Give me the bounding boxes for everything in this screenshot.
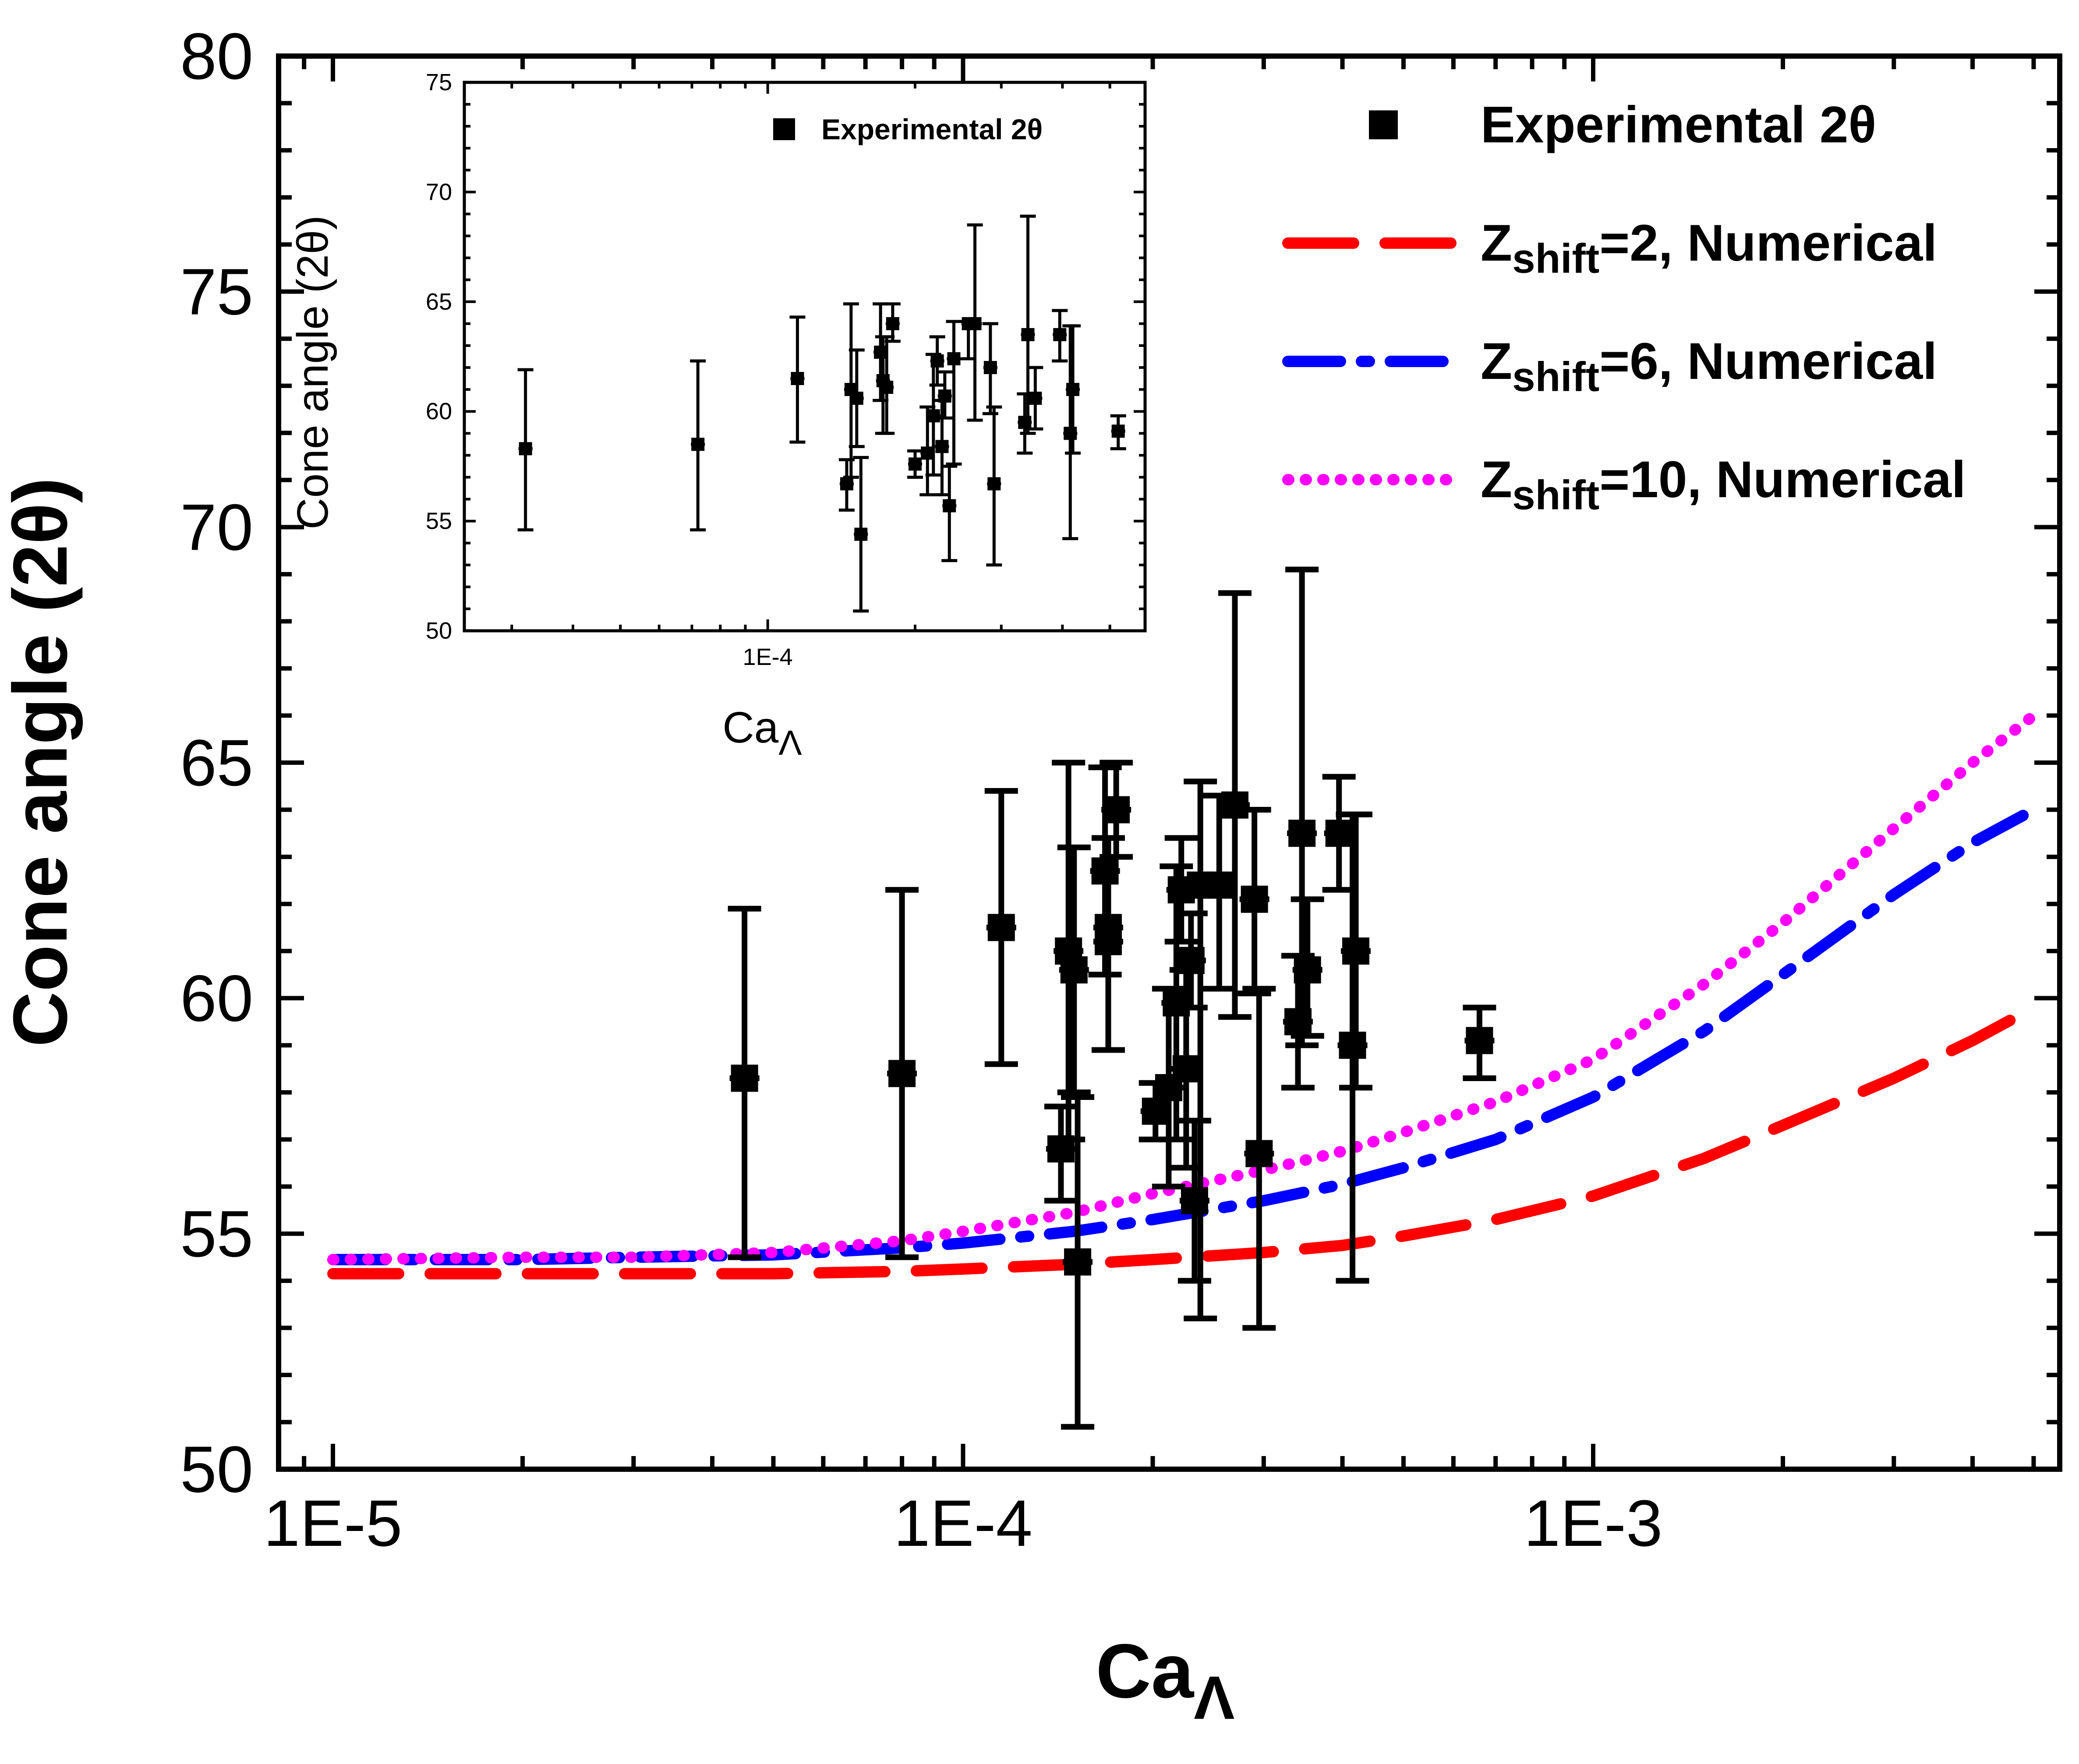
inset-y-tick-label: 65 (426, 289, 452, 315)
inset-data-point (1111, 424, 1125, 438)
main-y-tick-label: 50 (180, 1432, 253, 1506)
main-legend-label: Zshift=10, Numerical (1481, 451, 1966, 518)
main-y-tick-label: 65 (180, 726, 253, 799)
main-data-point (1325, 820, 1353, 847)
inset-data-point (987, 477, 1001, 491)
main-data-point (1142, 1097, 1169, 1125)
main-data-point (1060, 956, 1088, 984)
main-data-point (1288, 820, 1316, 847)
main-data-point (1103, 796, 1130, 824)
inset-data-point (850, 392, 863, 405)
inset-y-tick-label: 75 (426, 69, 452, 95)
main-y-tick-label: 60 (180, 962, 253, 1035)
inset-data-point (791, 372, 804, 385)
main-data-point (1221, 791, 1249, 819)
main-data-point (1181, 1187, 1208, 1215)
main-plot: 50 55 60 65 70 75 80 1E-5 1E-4 1E-3 CaΛ Cone angle … (0, 19, 2062, 1732)
main-series-line-1 (327, 1002, 2040, 1280)
main-y-axis-title: Cone angle (2θ) (0, 477, 83, 1047)
main-data-point (1294, 956, 1321, 984)
inset-data-point (1029, 392, 1042, 405)
main-x-tick-label: 1E-5 (264, 1486, 403, 1560)
inset-legend-label: Experimental 2θ (821, 113, 1043, 145)
main-data-point (1206, 871, 1233, 899)
main-data-point (1339, 1032, 1366, 1059)
inset-y-tick-label: 50 (426, 618, 452, 644)
inset-data-point (1053, 328, 1067, 341)
inset-plot-frame (463, 81, 1147, 633)
inset-data-point (854, 527, 868, 541)
inset-data-point (880, 381, 894, 394)
main-x-axis-title: CaΛ (1096, 1629, 1234, 1732)
inset-data-point (874, 345, 887, 359)
inset-data-point (947, 352, 961, 366)
main-data-point (1091, 857, 1119, 885)
inset-data-point (840, 477, 853, 491)
main-data-point (1241, 885, 1268, 913)
inset-data-point (926, 409, 940, 423)
inset-x-axis-title: CaΛ (722, 703, 802, 762)
inset-y-tick-label: 55 (426, 508, 452, 534)
inset-data-point (908, 457, 922, 471)
main-data-point (731, 1064, 758, 1092)
inset-data-point (921, 446, 934, 460)
inset-data-point (1064, 427, 1077, 440)
inset-data-point (930, 354, 944, 368)
main-y-tick-label: 70 (180, 490, 253, 564)
main-y-tick-label: 80 (180, 19, 253, 93)
main-data-point (1342, 937, 1370, 965)
inset-legend-symbol (773, 118, 795, 140)
main-data-point (1466, 1027, 1493, 1054)
main-x-tick-label: 1E-3 (1524, 1486, 1663, 1560)
inset-data-point (886, 317, 899, 330)
inset-x-tick-label: 1E-4 (743, 644, 793, 670)
inset-y-tick-label: 60 (426, 398, 452, 424)
inset-data-point (519, 442, 532, 456)
inset-data-point (691, 438, 705, 451)
inset-data-point (983, 361, 997, 375)
main-legend-label: Experimental 2θ (1481, 96, 1876, 154)
main-legend-label: Zshift=6, Numerical (1481, 332, 1937, 400)
main-data-point (1064, 1248, 1092, 1276)
inset-data-point (968, 317, 982, 330)
main-legend-symbol (1369, 110, 1398, 139)
inset-plot: 50 55 60 65 70 75 1E-4 CaΛ Cone angle (2θ) Experi… (288, 69, 1147, 762)
main-data-point (1172, 1055, 1200, 1082)
main-legend-label: Zshift=2, Numerical (1481, 214, 1937, 282)
inset-y-axis-title: Cone angle (2θ) (288, 215, 337, 529)
main-series-line-3 (327, 710, 2040, 1266)
main-data-point (888, 1060, 916, 1087)
inset-data-point (1021, 328, 1035, 341)
inset-y-tick-label: 70 (426, 179, 452, 205)
inset-data-point (935, 440, 949, 453)
main-data-point (987, 914, 1015, 941)
main-y-tick-label: 75 (180, 255, 253, 329)
main-data-point (1094, 928, 1122, 955)
inset-data-point (938, 389, 951, 403)
inset-data-point (943, 499, 956, 513)
inset-data-point (1066, 383, 1080, 396)
main-y-tick-label: 55 (180, 1197, 253, 1270)
main-x-tick-label: 1E-4 (894, 1486, 1032, 1560)
main-data-point (1245, 1140, 1273, 1167)
